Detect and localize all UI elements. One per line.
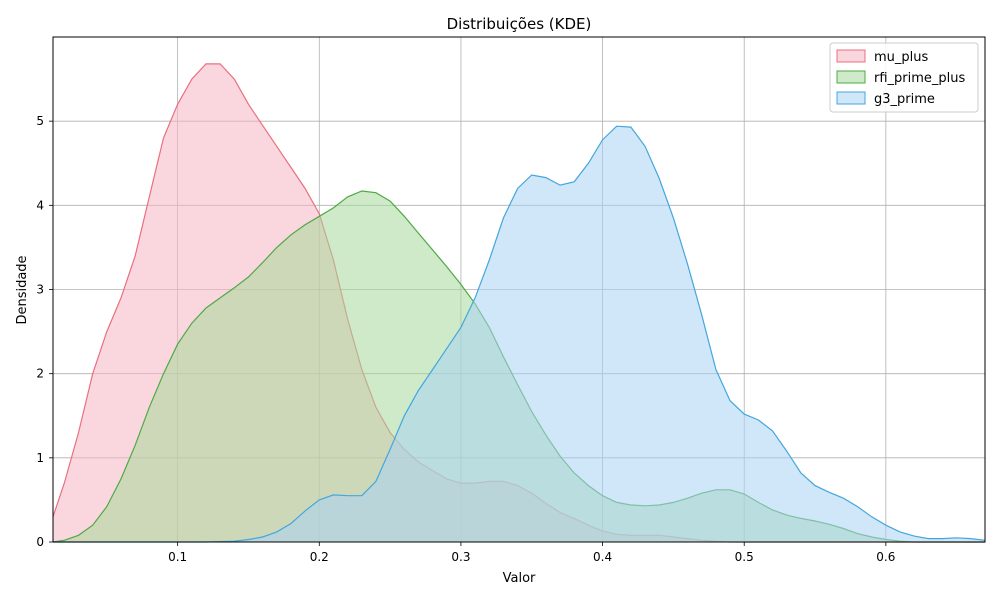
x-tick-label: 0.4 [593, 550, 612, 564]
x-tick-label: 0.5 [735, 550, 754, 564]
y-ticks: 0 1 2 3 4 5 [36, 114, 53, 549]
density-areas [52, 63, 986, 543]
legend-label-rfi_prime_plus: rfi_prime_plus [874, 71, 966, 86]
g3_prime-line [53, 125, 986, 543]
legend-swatch-mu_plus [836, 49, 866, 63]
x-tick-label: 0.3 [451, 550, 470, 564]
y-tick-label: 5 [36, 114, 44, 128]
chart-title: Distribuições (KDE) [447, 15, 592, 33]
x-ticks: 0.1 0.2 0.3 0.4 0.5 0.6 [168, 542, 895, 564]
legend: mu_plus rfi_prime_plus g3_prime [829, 42, 979, 113]
rfi_prime_plus-area [53, 191, 985, 542]
legend-label-mu_plus: mu_plus [874, 50, 929, 65]
y-axis-label: Densidade [15, 255, 30, 324]
y-tick-label: 4 [36, 198, 44, 212]
legend-box [829, 42, 979, 113]
x-tick-label: 0.2 [310, 550, 329, 564]
x-tick-label: 0.6 [876, 550, 895, 564]
x-tick-label: 0.1 [168, 550, 187, 564]
y-tick-label: 2 [36, 367, 44, 381]
y-tick-label: 3 [36, 283, 44, 297]
legend-swatch-g3_prime [836, 91, 866, 105]
y-tick-label: 0 [36, 535, 44, 549]
y-tick-label: 1 [36, 451, 44, 465]
legend-swatch-rfi_prime_plus [836, 70, 866, 84]
legend-label-g3_prime: g3_prime [874, 92, 935, 107]
g3_prime-area [53, 126, 985, 542]
x-axis-label: Valor [503, 571, 536, 586]
